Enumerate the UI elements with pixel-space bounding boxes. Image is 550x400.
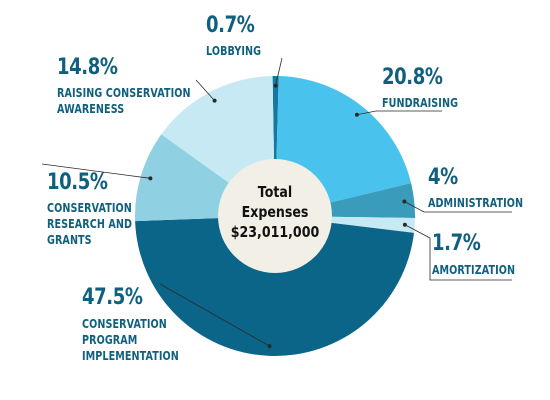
leader-line-amortization: [404, 224, 512, 281]
percent-amortization: 1.7%: [432, 231, 481, 256]
center-label: Total Expenses $23,011,000: [225, 182, 326, 242]
label-fundraising: FUNDRAISING: [382, 96, 459, 110]
leader-line-administration: [404, 201, 512, 213]
percent-lobbying: 0.7%: [206, 13, 255, 38]
leader-line-program-implementation: [159, 283, 270, 347]
percent-administration: 4%: [428, 165, 458, 190]
label-amortization: AMORTIZATION: [432, 263, 516, 277]
slice-program-implementation: [135, 216, 414, 357]
percent-research-grants: 10.5%: [47, 170, 108, 195]
label-program-implementation: CONSERVATION PROGRAM IMPLEMENTATION: [82, 317, 179, 363]
label-administration: ADMINISTRATION: [428, 196, 524, 210]
leader-line-fundraising: [356, 110, 442, 116]
leader-dot-awareness: [212, 98, 217, 103]
leader-line-lobbying: [275, 57, 283, 86]
slice-lobbying: [272, 76, 279, 216]
center-title: Total Expenses: [241, 183, 309, 221]
leader-dot-amortization: [402, 222, 407, 227]
leader-dot-lobbying: [273, 83, 278, 88]
leader-line-research-grants: [41, 163, 151, 179]
label-research-grants: CONSERVATION RESEARCH AND GRANTS: [47, 201, 133, 247]
label-awareness: RAISING CONSERVATION AWARENESS: [57, 86, 191, 116]
donut-hole: [218, 159, 332, 273]
leader-line-awareness: [195, 79, 215, 101]
percent-awareness: 14.8%: [57, 55, 118, 80]
center-total: $23,011,000: [230, 223, 320, 241]
leader-dot-administration: [402, 199, 407, 204]
label-lobbying: LOBBYING: [206, 44, 262, 58]
leader-dot-research-grants: [148, 176, 153, 181]
leader-dot-program-implementation: [267, 344, 272, 349]
percent-fundraising: 20.8%: [382, 65, 443, 90]
leader-dot-fundraising: [354, 112, 359, 117]
percent-program-implementation: 47.5%: [82, 285, 143, 310]
